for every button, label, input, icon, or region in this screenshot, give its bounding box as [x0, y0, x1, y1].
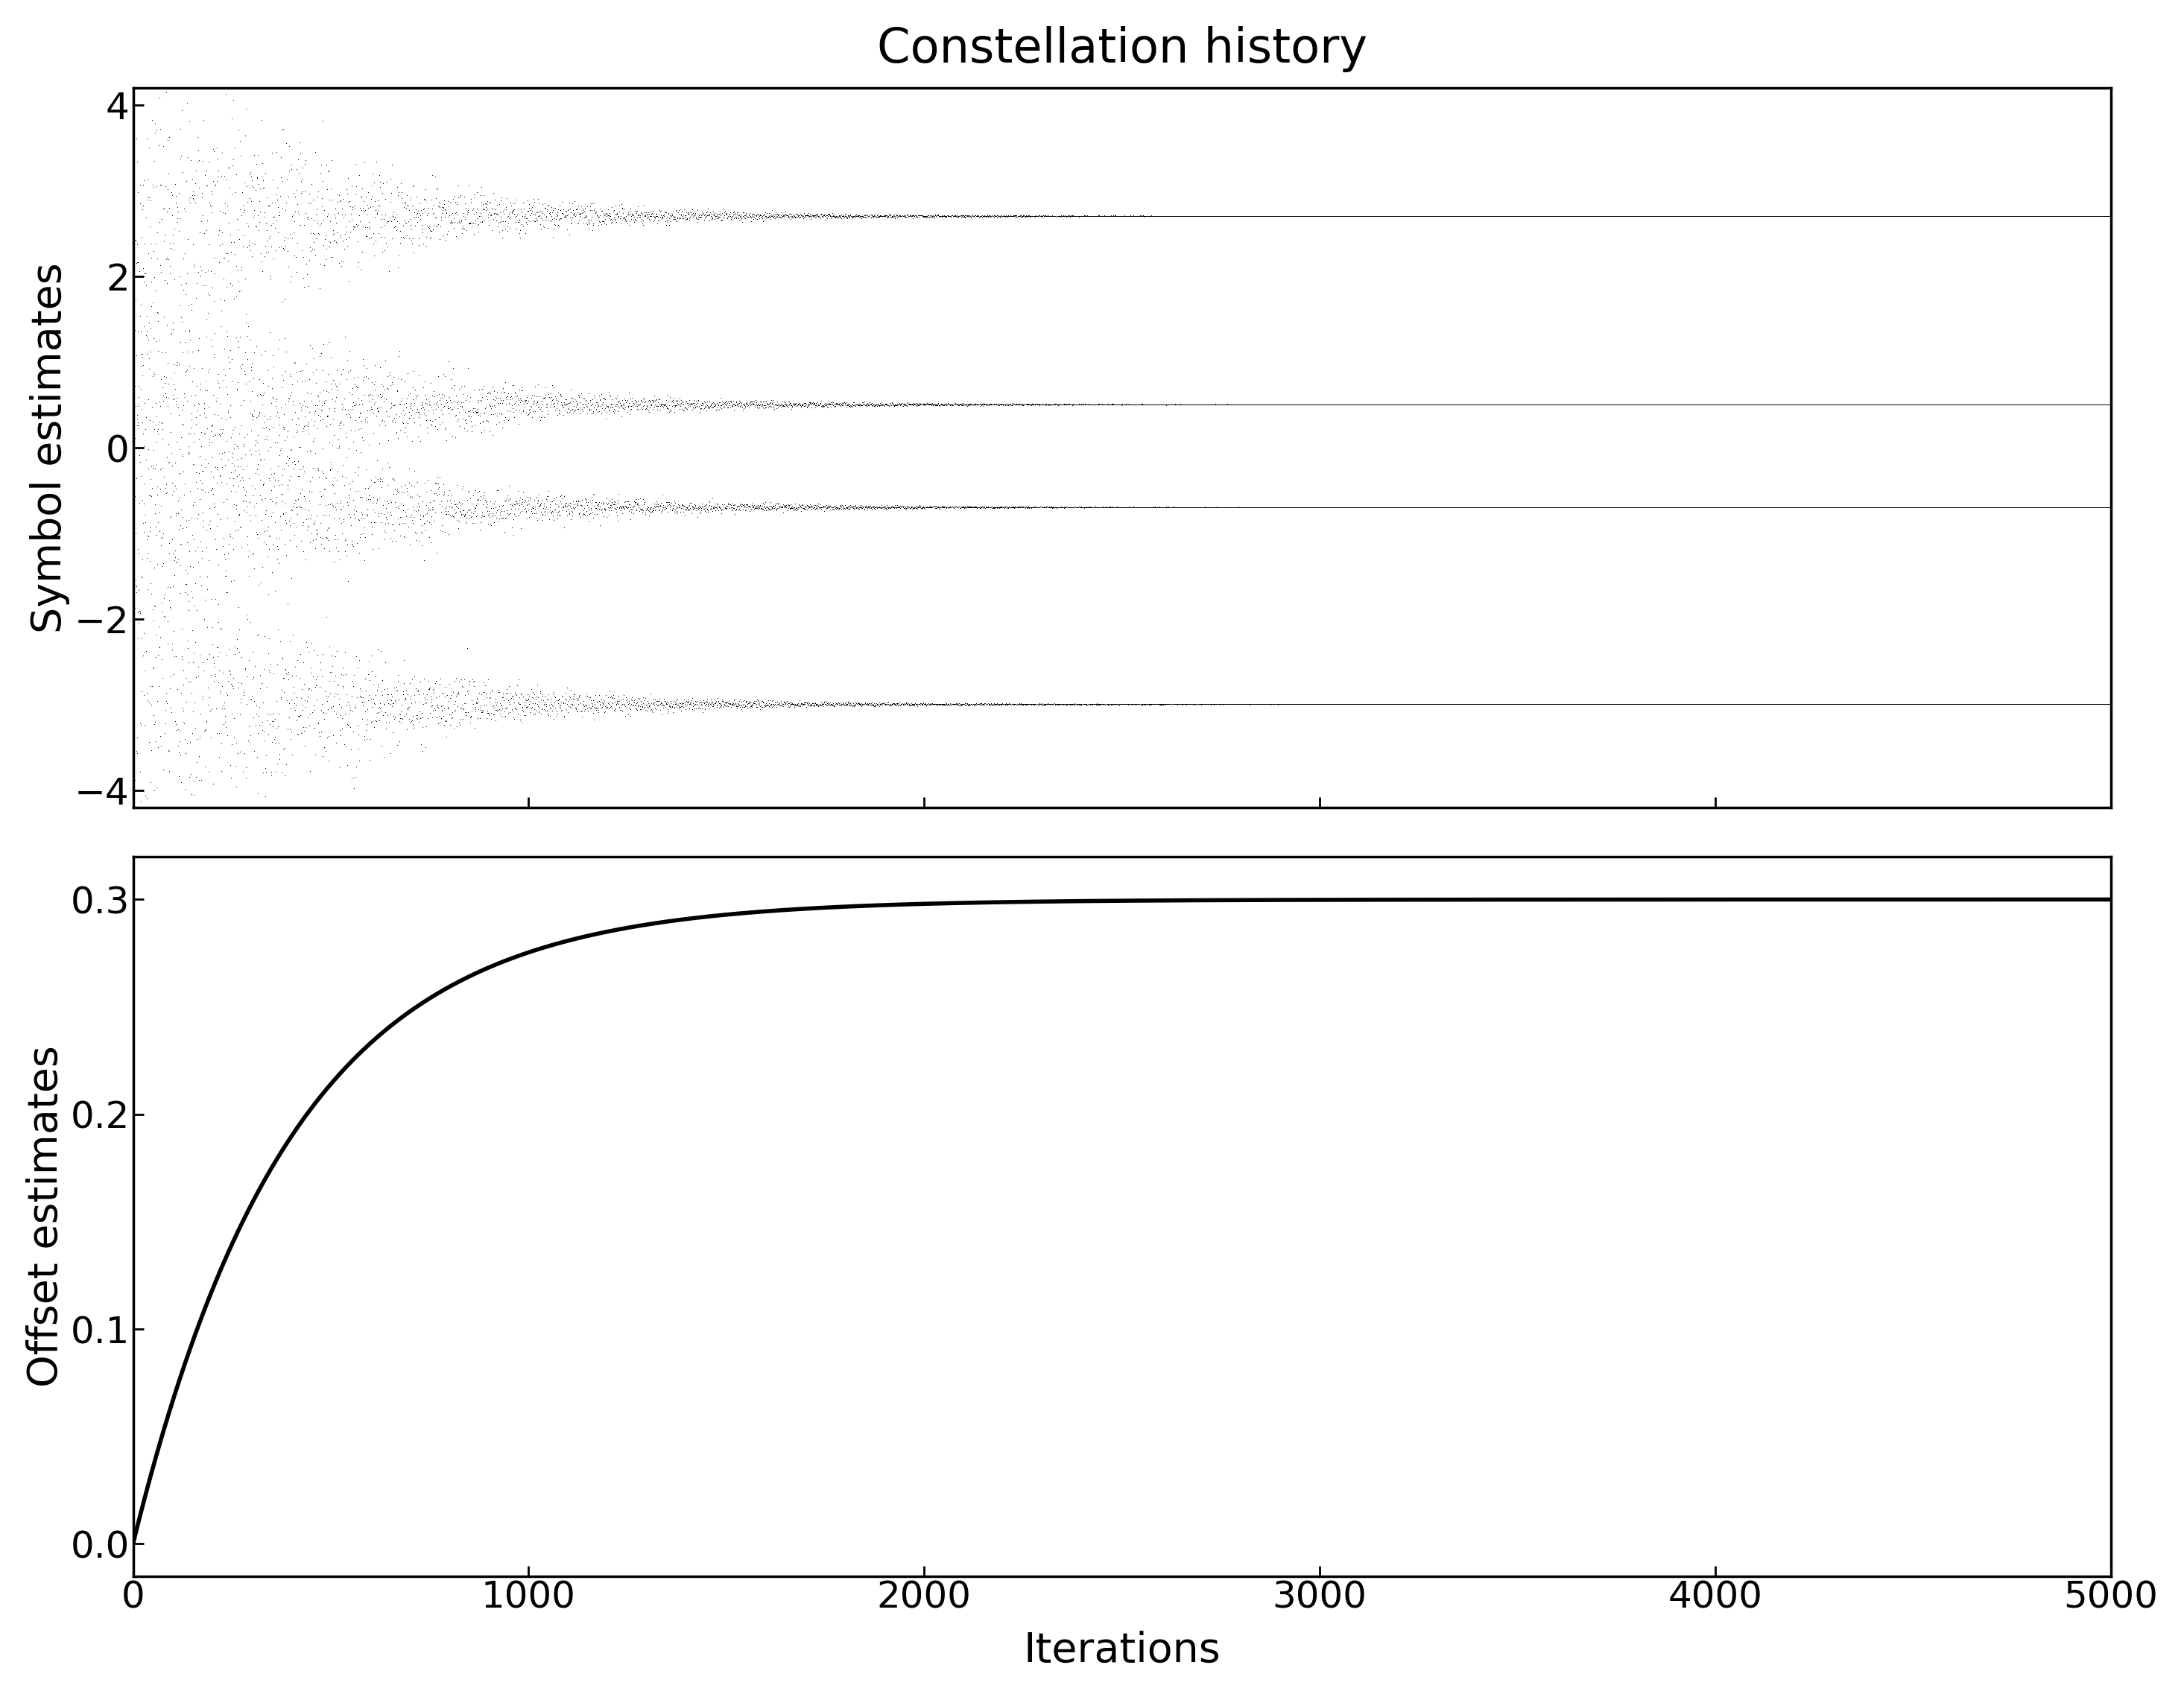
Y-axis label: Symbol estimates: Symbol estimates [31, 263, 70, 633]
Y-axis label: Offset estimates: Offset estimates [26, 1045, 66, 1386]
Title: Constellation history: Constellation history [876, 25, 1367, 71]
X-axis label: Iterations: Iterations [1024, 1631, 1221, 1672]
